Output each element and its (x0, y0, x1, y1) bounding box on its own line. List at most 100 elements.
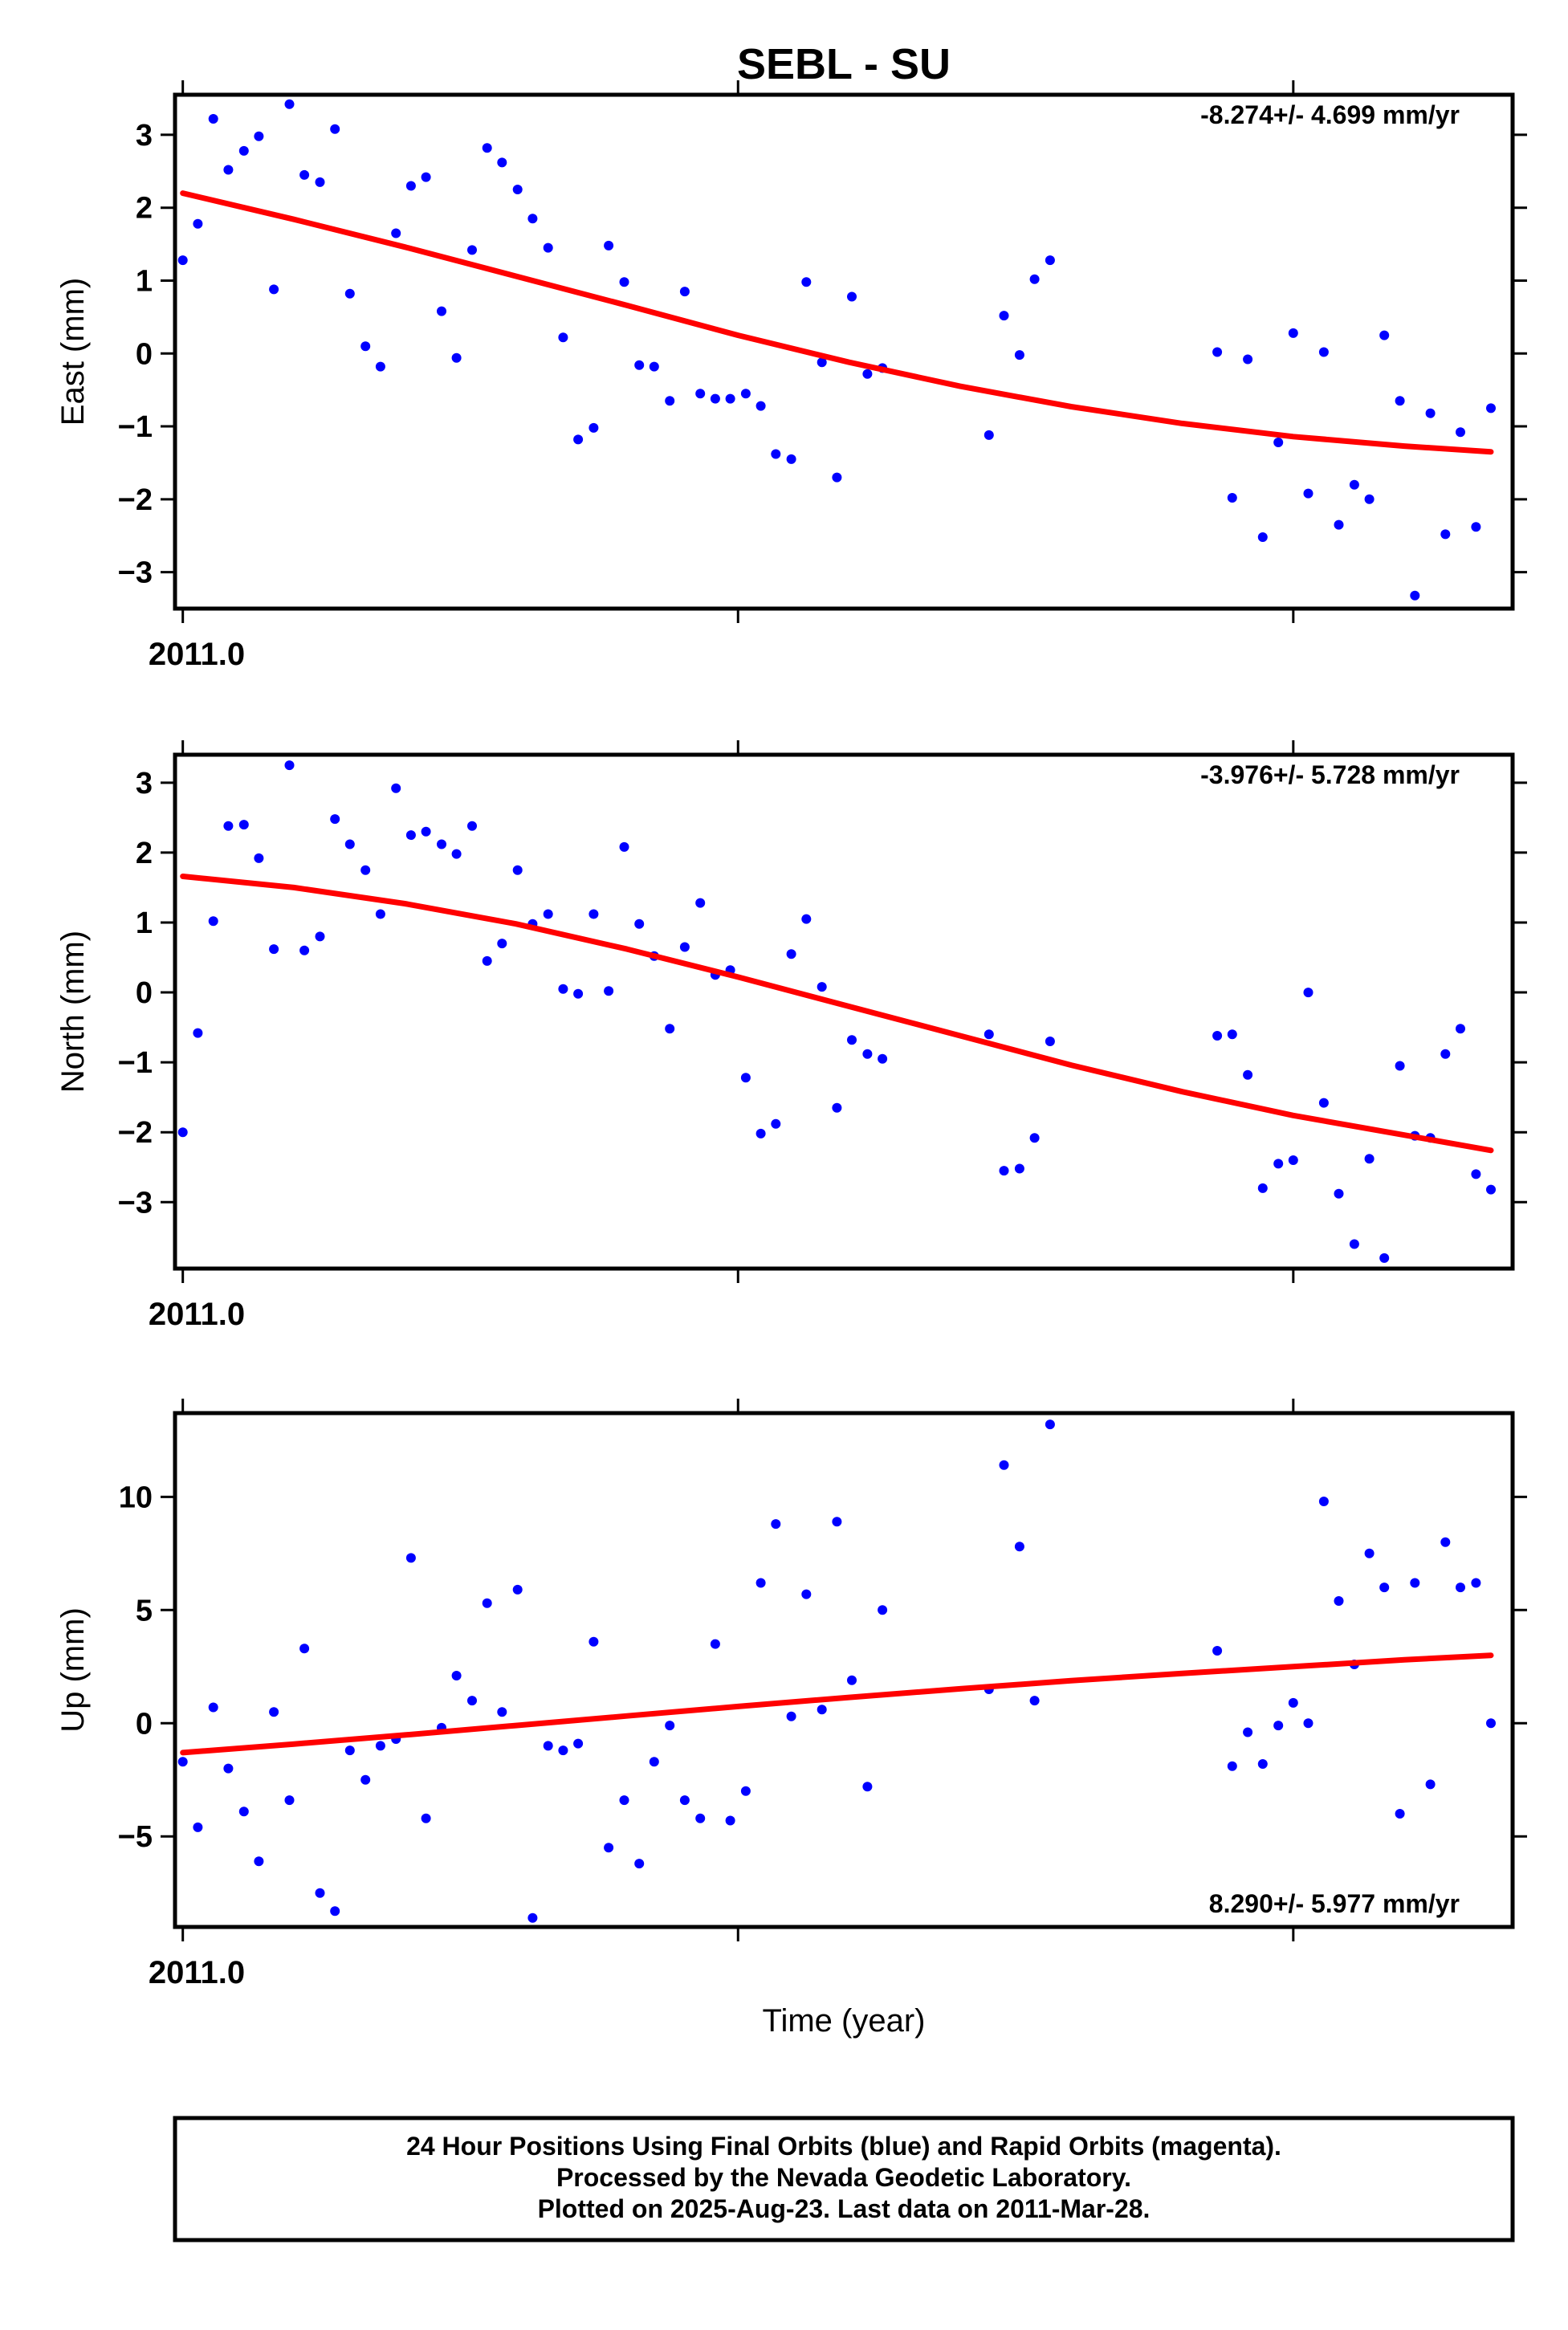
up-data-point (284, 1795, 295, 1806)
up-data-point (1029, 1696, 1040, 1706)
up-data-point (238, 1807, 249, 1817)
up-data-point (589, 1636, 599, 1647)
up-data-point (1440, 1537, 1451, 1547)
east-data-point (558, 332, 568, 343)
north-data-point (665, 1024, 675, 1034)
up-data-point (177, 1757, 188, 1767)
east-data-point (999, 311, 1009, 321)
up-data-point (1395, 1809, 1405, 1819)
north-data-point (558, 984, 568, 994)
up-data-point (999, 1460, 1009, 1470)
north-data-point (497, 939, 507, 949)
north-y-tick-label: 0 (136, 976, 153, 1010)
east-x-tick-label: 2011.0 (149, 637, 245, 672)
east-y-tick-label: 2 (136, 192, 153, 226)
up-data-point (801, 1589, 812, 1599)
up-data-point (634, 1859, 645, 1869)
east-data-point (254, 131, 264, 141)
north-data-point (437, 839, 446, 849)
up-fit-line (180, 1652, 1494, 1756)
up-data-point (1379, 1583, 1390, 1593)
north-data-point (344, 839, 355, 849)
north-data-point (755, 1128, 766, 1139)
east-data-point (238, 145, 249, 156)
north-data-point (604, 986, 614, 996)
up-data-point (497, 1707, 507, 1717)
east-data-point (223, 165, 234, 175)
north-data-point (878, 1053, 888, 1064)
up-data-point (543, 1741, 553, 1751)
up-data-point (695, 1813, 706, 1823)
up-data-point (755, 1578, 766, 1588)
east-data-point (375, 361, 385, 372)
east-data-point (984, 430, 994, 440)
up-data-point (1288, 1697, 1298, 1708)
up-data-point (862, 1782, 873, 1792)
north-data-point (421, 826, 431, 837)
up-x-tick-label: 2011.0 (149, 1955, 245, 1990)
up-data-point (771, 1519, 781, 1530)
up-data-point (269, 1707, 279, 1717)
up-data-point (1471, 1578, 1481, 1588)
north-data-point (193, 1028, 203, 1038)
east-data-point (482, 143, 492, 153)
north-fit-line (180, 874, 1494, 1154)
east-data-point (437, 306, 446, 316)
east-y-tick-label: −2 (118, 483, 153, 517)
east-data-point (344, 288, 355, 299)
up-data-point (1303, 1718, 1313, 1729)
up-data-point (558, 1745, 568, 1756)
north-data-point (1395, 1061, 1405, 1071)
up-data-point (1273, 1721, 1284, 1731)
north-data-point (1334, 1188, 1344, 1199)
east-data-point (1349, 479, 1359, 490)
north-data-point (771, 1118, 781, 1129)
east-data-point (1456, 427, 1465, 438)
up-data-point (1410, 1578, 1420, 1588)
north-data-point (451, 849, 462, 859)
north-data-point (1471, 1169, 1481, 1179)
up-data-point (208, 1702, 218, 1713)
east-data-point (299, 169, 310, 180)
east-y-tick-label: −3 (118, 556, 153, 590)
north-data-point (177, 1127, 188, 1138)
east-data-point (1440, 529, 1451, 540)
north-data-point (786, 949, 796, 959)
east-data-point (1212, 347, 1223, 357)
footer-line-2: Processed by the Nevada Geodetic Laborat… (556, 2163, 1131, 2192)
east-data-point (527, 214, 538, 224)
east-data-point (1334, 519, 1344, 530)
east-fit-line (180, 190, 1494, 455)
east-data-point (543, 242, 553, 253)
east-data-point (421, 172, 431, 182)
up-ticks: −5 0 5 10 (118, 1399, 1527, 1941)
east-data-point (725, 393, 735, 404)
north-data-point (238, 820, 249, 830)
up-data-point (451, 1671, 462, 1680)
north-data-point (269, 944, 279, 955)
east-data-point (604, 240, 614, 251)
up-data-point (512, 1584, 523, 1595)
up-data-point (710, 1639, 720, 1649)
north-data-point (482, 955, 492, 966)
north-data-points (177, 760, 1496, 1263)
east-data-point (1303, 488, 1313, 499)
east-data-points (177, 99, 1496, 601)
east-fit-curve (180, 190, 1494, 455)
north-data-point (740, 1073, 751, 1083)
north-rate-label: -3.976+/- 5.728 mm/yr (1200, 760, 1460, 789)
east-plot-frame (173, 92, 1515, 611)
north-y-tick-label: 1 (136, 906, 153, 940)
east-data-point (1395, 396, 1405, 406)
up-data-point (878, 1605, 888, 1615)
north-data-point (817, 982, 827, 992)
up-y-tick-label: 10 (119, 1481, 153, 1514)
east-data-point (1471, 522, 1481, 532)
north-data-point (1288, 1155, 1298, 1165)
up-data-point (1425, 1779, 1436, 1790)
north-data-point (1364, 1154, 1375, 1164)
up-data-point (665, 1721, 675, 1731)
north-x-tick-label: 2011.0 (149, 1297, 245, 1332)
east-data-point (497, 157, 507, 168)
up-data-point (1334, 1596, 1344, 1606)
